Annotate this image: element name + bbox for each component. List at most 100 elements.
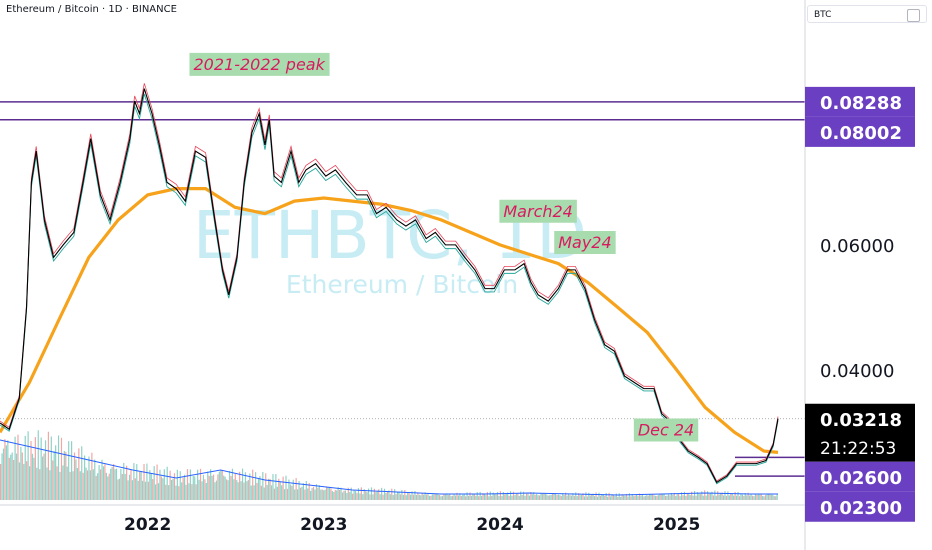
volume-bar [346,493,348,500]
price-tag-bg [805,431,915,462]
volume-bar [279,481,281,500]
volume-bar [10,454,12,500]
volume-bar [269,478,271,500]
volume-bar [124,474,126,500]
volume-bar [722,495,725,500]
currency-selector[interactable]: BTC [807,5,927,23]
volume-bar [666,495,668,500]
time-axis[interactable]: 2022 2023 2024 2025 [124,515,700,535]
volume-bar [643,496,645,500]
volume-bar [273,488,276,500]
volume-bar [381,487,383,500]
volume-bar [343,490,345,500]
volume-bar [731,493,733,500]
volume-bar [560,495,562,500]
volume-bar [583,496,586,500]
volume-bar [134,478,136,500]
volume-bar [753,496,755,500]
volume-bar [144,481,147,500]
volume-bar [688,493,690,500]
volume-bar [747,492,749,500]
volume-bar [325,487,328,500]
volume-bar [105,472,107,500]
volume-bar [711,491,713,500]
volume-bar [686,493,688,500]
volume-bar [485,495,487,500]
volume-bar [767,494,770,500]
volume-bar [350,487,352,500]
volume-bar [276,486,278,500]
volume-bar [715,495,717,500]
volume-bar [659,494,661,500]
volume-bar [717,491,719,500]
volume-bar [292,479,294,500]
currency-label: BTC [814,10,832,20]
volume-bar [628,493,630,500]
volume-bar [130,469,132,500]
volume-bar [301,486,303,500]
volume-bar [388,490,390,500]
currency-checkbox[interactable] [907,9,920,22]
volume-bar [57,435,60,500]
volume-bar [285,475,287,500]
volume-bar [566,495,568,500]
volume-bar [712,495,715,500]
volume-bar [625,493,628,500]
volume-bar [210,469,212,500]
volume-bar [44,440,47,500]
volume-bar [401,489,403,500]
volume-bar [536,493,538,500]
volume-bar [356,493,358,500]
volume-bar [263,487,265,500]
volume-bar [59,471,61,500]
volume-bar [598,492,600,500]
volume-bar [207,471,209,500]
volume-bar [512,491,515,500]
volume-bar [4,439,6,500]
volume-bar [176,469,178,500]
volume-bar [656,496,658,500]
volume-bar [569,495,571,500]
volume-bar [331,491,333,500]
volume-bar [14,436,16,500]
volume-bar [308,482,310,500]
volume-bar [482,493,484,500]
volume-bar [347,487,349,500]
volume-bar [330,488,332,500]
volume-bar [756,494,758,500]
volume-bar [521,495,523,500]
volume-bar [311,488,313,500]
volume-bar [278,478,280,500]
volume-bar [549,495,551,500]
volume-bar [297,489,299,500]
volume-bar [191,484,193,500]
volume-bar [607,496,609,500]
volume-bar [24,435,26,500]
volume-bar [192,475,194,500]
volume-bar [572,493,574,500]
volume-bar [579,495,581,500]
volume-bar [76,468,78,500]
symbol-header[interactable]: Ethereum / Bitcoin · 1D · BINANCE [6,4,177,15]
volume-bar [298,481,300,500]
volume-bar [495,494,497,500]
volume-bar [156,464,158,500]
volume-bar [375,492,377,500]
volume-bar [414,491,416,500]
volume-bar [653,495,655,500]
volume-bar [718,494,720,500]
volume-bar [215,480,218,500]
volume-bar [622,495,625,500]
price-axis[interactable]: 0.06000 0.04000 [820,236,894,382]
volume-bar [573,495,575,500]
volume-bar [133,463,135,500]
volume-bar [672,494,674,500]
volume-bar [770,494,772,500]
volume-bar [389,494,391,500]
volume-bar [437,494,439,500]
volume-bar [182,477,184,500]
volume-bar [131,480,134,500]
volume-bar [408,493,410,500]
fast-ma-line [0,83,779,482]
